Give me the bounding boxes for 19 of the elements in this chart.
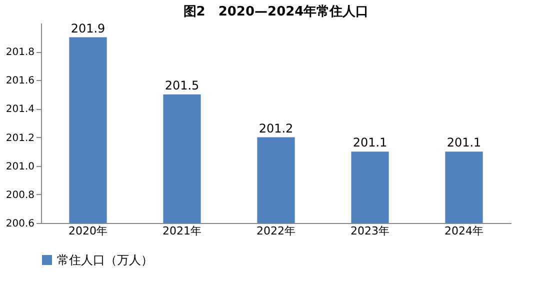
data-label: 201.2 [258, 121, 294, 136]
x-tick-label: 2020年 [68, 224, 108, 238]
y-tick-label: 200.8 [6, 190, 34, 201]
legend-label: 常住人口（万人） [57, 253, 153, 267]
x-tick-label: 2021年 [162, 224, 202, 238]
y-tick-label: 200.6 [6, 218, 34, 230]
data-label: 201.1 [446, 136, 482, 150]
chart-title: 图2 2020—2024年常住人口 [183, 4, 369, 20]
y-tick-label: 201.0 [6, 161, 34, 172]
x-tick-label: 2024年 [444, 224, 484, 238]
y-tick-label: 201.6 [6, 76, 34, 87]
y-tick-label: 201.4 [6, 104, 34, 116]
x-tick-label: 2022年 [256, 224, 296, 238]
y-tick-label: 201.2 [6, 132, 34, 144]
data-label: 201.1 [352, 136, 388, 150]
y-tick-label: 201.8 [6, 47, 34, 58]
x-tick-label: 2023年 [350, 224, 390, 238]
data-label: 201.9 [70, 21, 106, 36]
data-label: 201.5 [164, 78, 200, 92]
